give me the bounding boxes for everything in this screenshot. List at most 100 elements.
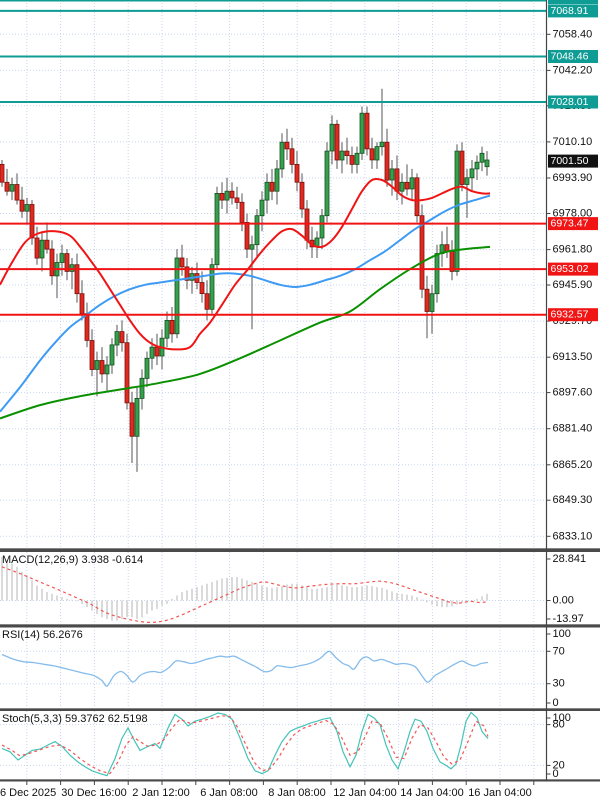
time-axis-label: 2 Jan 12:00 <box>132 787 190 799</box>
candle-down <box>84 313 90 341</box>
price-axis-label: 7042.20 <box>553 64 593 76</box>
resistance-badge-text: 7048.46 <box>551 50 589 62</box>
candle-up <box>399 181 405 192</box>
ma-slow-green-line <box>0 245 491 420</box>
candle-down <box>4 181 10 192</box>
candle-down <box>99 360 105 375</box>
candle-up <box>274 168 280 192</box>
panel-separator[interactable] <box>0 548 600 552</box>
indicator-axis-label: 0 <box>553 768 559 780</box>
candle-down <box>29 204 35 239</box>
macd-indicator-label: MACD(12,26,9) 3.938 -0.614 <box>2 554 144 566</box>
candle-down <box>34 237 40 259</box>
candle-up <box>69 264 75 272</box>
candle-down <box>334 123 340 161</box>
candle-up <box>469 168 475 179</box>
candle-up <box>339 150 345 161</box>
resistance-badge-text: 7068.91 <box>551 5 589 17</box>
candle-down <box>344 150 350 157</box>
candle-down <box>14 184 20 201</box>
panel-separator[interactable] <box>0 708 600 711</box>
panel-separator[interactable] <box>0 624 600 628</box>
candle-down <box>234 197 240 203</box>
candle-down <box>284 141 290 150</box>
price-axis-label: 6913.50 <box>553 351 593 363</box>
candle-down <box>124 342 130 404</box>
candle-down <box>229 190 235 199</box>
time-axis[interactable]: 6 Dec 2025 30 Dec 16:00 2 Jan 12:00 6 Jan 0… <box>0 787 532 799</box>
price-axis-label: 6945.90 <box>553 279 593 291</box>
candle-up <box>464 177 470 185</box>
candle-down <box>459 150 465 185</box>
indicator-axis-label: 70 <box>553 645 565 657</box>
time-axis-label: 14 Jan 04:00 <box>400 787 464 799</box>
candle-down <box>239 201 245 223</box>
support-badge <box>548 262 598 276</box>
candle-down <box>129 402 135 437</box>
candle-up <box>149 346 155 359</box>
candle-down <box>199 282 205 295</box>
candle-up <box>9 184 15 192</box>
candle-up <box>389 168 395 181</box>
support-badge-text: 6932.57 <box>551 309 589 321</box>
support-badge-text: 6953.02 <box>551 263 589 275</box>
price-axis-label: 7010.10 <box>553 136 593 148</box>
candle-down <box>184 266 190 281</box>
candle-down <box>169 319 175 335</box>
indicator-axis-label: 100 <box>553 712 571 724</box>
candle-up <box>109 344 115 366</box>
candle-down <box>419 215 425 290</box>
candle-up <box>209 264 215 310</box>
candle-up <box>429 293 435 312</box>
candle-down <box>299 181 305 210</box>
price-axis[interactable]: 7058.407042.207026.307010.106993.906978.… <box>545 0 599 782</box>
candle-down <box>64 253 70 272</box>
stoch-k-line <box>1 711 489 777</box>
rsi-panel[interactable] <box>1 650 489 687</box>
current-price-badge <box>548 154 598 168</box>
indicator-axis-label: 30 <box>553 678 565 690</box>
rsi-indicator-label: RSI(14) 56.2676 <box>2 629 83 641</box>
candle-up <box>259 199 265 217</box>
indicator-axis-label: 28.841 <box>553 553 587 565</box>
stoch-panel[interactable] <box>1 711 489 777</box>
indicator-axis-label: 80 <box>553 719 565 731</box>
candle-up <box>164 319 170 339</box>
support-badge <box>548 308 598 322</box>
candle-up <box>214 192 220 266</box>
candle-up <box>279 141 285 170</box>
candle-up <box>94 360 100 370</box>
current-price-badge-text: 7001.50 <box>551 155 589 167</box>
time-axis-label: 12 Jan 04:00 <box>333 787 397 799</box>
candle-up <box>264 181 270 201</box>
candle-down <box>0 163 5 183</box>
panel-separator[interactable] <box>0 779 600 782</box>
indicator-axis-label: 0.00 <box>553 595 574 607</box>
price-axis-label: 6849.30 <box>553 494 593 506</box>
time-axis-label: 6 Jan 08:00 <box>200 787 258 799</box>
candle-up <box>409 177 415 190</box>
price-axis-label: 6865.20 <box>553 459 593 471</box>
candle-down <box>244 221 250 250</box>
resistance-badge-text: 7028.01 <box>551 96 589 108</box>
candle-up <box>104 364 110 375</box>
macd-panel[interactable] <box>1 556 488 624</box>
candle-up <box>139 377 145 399</box>
candle-down <box>414 177 420 217</box>
candle-down <box>269 181 275 192</box>
indicator-axis-label: -13.97 <box>553 613 584 625</box>
time-axis-label: 6 Dec 2025 <box>0 787 56 799</box>
candle-down <box>404 181 410 190</box>
candle-down <box>289 148 295 165</box>
candle-up <box>474 161 480 170</box>
candle-down <box>79 293 85 315</box>
candle-down <box>154 346 160 357</box>
resistance-badge <box>548 4 598 18</box>
candle-down <box>384 141 390 181</box>
candle-up <box>379 141 385 148</box>
time-axis-label: 30 Dec 16:00 <box>61 787 126 799</box>
price-axis-label: 6833.10 <box>553 530 593 542</box>
candle-up <box>39 239 45 259</box>
